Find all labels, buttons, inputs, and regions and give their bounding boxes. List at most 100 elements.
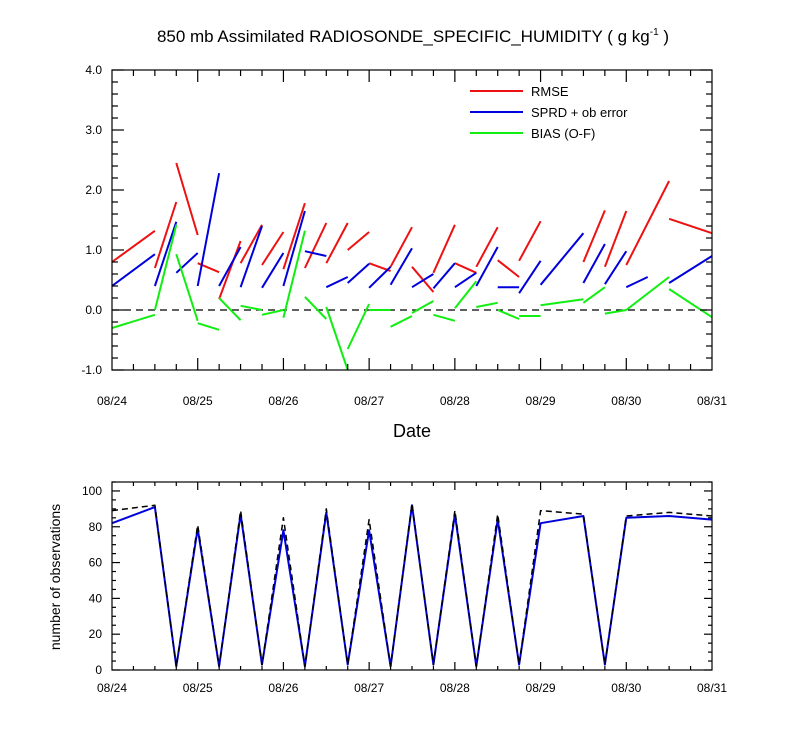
chart-title: 850 mb Assimilated RADIOSONDE_SPECIFIC_H… [157, 27, 669, 46]
bottom-y-tick-label: 0 [95, 663, 102, 677]
legend-label-0: RMSE [531, 84, 569, 99]
top-series-0-segment-16 [475, 226, 499, 268]
top-series-1-segment-1 [153, 221, 178, 287]
top-series-1-segment-2 [175, 252, 199, 274]
top-series-1-segment-16 [475, 246, 499, 287]
top-x-tick-label: 08/27 [354, 394, 384, 408]
bottom-x-tick-label: 08/27 [354, 681, 384, 695]
top-series-0-segment-17 [497, 259, 520, 278]
top-series-2-segment-2 [175, 253, 199, 322]
top-series-0-segment-15 [454, 262, 477, 274]
bottom-x-tick-label: 08/29 [526, 681, 556, 695]
top-series-1-segment-8 [304, 250, 327, 257]
top-series-2-segment-15 [454, 280, 478, 309]
bottom-series-1-segment-0 [111, 502, 713, 668]
top-y-tick-label: 3.0 [85, 123, 102, 137]
legend: RMSE SPRD + ob error BIAS (O-F) [470, 84, 628, 141]
top-y-tick-label: 2.0 [85, 183, 102, 197]
bottom-x-tick-label: 08/31 [697, 681, 727, 695]
top-series-0-segment-6 [261, 231, 285, 266]
top-series-2-segment-3 [197, 322, 220, 331]
top-y-tick-label: 4.0 [85, 63, 102, 77]
top-series-1-segment-23 [668, 255, 713, 284]
legend-label-1: SPRD + ob error [531, 105, 628, 120]
bottom-series-0-segment-0 [111, 504, 713, 668]
top-series-0-segment-2 [175, 162, 199, 236]
top-x-tick-label: 08/30 [611, 394, 641, 408]
top-series-2-segment-4 [218, 297, 242, 321]
top-series-2-segment-0 [111, 313, 156, 329]
bottom-x-tick-label: 08/24 [97, 681, 127, 695]
top-series-1-segment-5 [239, 225, 263, 288]
top-series-1-segment-22 [625, 276, 649, 289]
bottom-y-tick-label: 100 [82, 484, 102, 498]
top-series-0-segment-0 [111, 229, 156, 263]
bottom-x-tick-label: 08/28 [440, 681, 470, 695]
top-series-0-segment-8 [303, 222, 328, 269]
top-series-2-segment-6 [261, 309, 284, 316]
top-series-1-segment-4 [218, 246, 242, 287]
bottom-x-tick-label: 08/25 [183, 681, 213, 695]
top-series-2-segment-21 [604, 309, 627, 315]
top-series-1-segment-12 [389, 247, 413, 286]
top-series-2-segment-5 [240, 304, 263, 311]
top-series-2-segment-9 [325, 306, 349, 371]
top-series-0-segment-22 [668, 217, 713, 235]
top-series-1-segment-10 [347, 263, 370, 284]
top-series-2-segment-13 [411, 300, 434, 314]
top-series-0-segment-4 [218, 240, 242, 300]
top-series-2-segment-19 [540, 298, 584, 307]
x-axis-title: Date [393, 421, 431, 441]
top-series-0-segment-13 [411, 266, 435, 293]
top-series-1-segment-15 [454, 271, 477, 289]
top-series-0-segment-1 [153, 201, 178, 269]
top-series-2-segment-23 [668, 288, 713, 319]
bottom-y-axis-title: number of observations [47, 504, 63, 650]
top-series-0-segment-19 [582, 210, 606, 263]
top-x-tick-label: 08/26 [268, 394, 298, 408]
top-series-1-segment-0 [111, 253, 156, 287]
top-series-0-segment-20 [603, 210, 628, 268]
top-series-0-segment-10 [347, 231, 370, 251]
top-series-2-segment-7 [282, 230, 306, 319]
top-series-1-segment-18 [518, 260, 542, 294]
top-series-1-segment-7 [282, 210, 306, 287]
top-series-1-segment-6 [261, 252, 285, 289]
top-series-1-segment-11 [368, 266, 392, 289]
top-series-2-segment-1 [153, 224, 178, 311]
top-series-0-segment-9 [325, 222, 349, 264]
top-series-2-segment-14 [433, 313, 456, 322]
bottom-chart-panel: 08/24 08/25 08/26 08/27 08/28 08/29 08/30 08/31… [82, 481, 727, 695]
top-series-0-segment-14 [432, 224, 456, 274]
top-x-tick-label: 08/28 [440, 394, 470, 408]
bottom-y-tick-label: 60 [89, 556, 103, 570]
top-series-1-segment-14 [432, 262, 456, 290]
legend-label-2: BIAS (O-F) [531, 126, 595, 141]
top-x-tick-label: 08/24 [97, 394, 127, 408]
top-chart-panel: 08/24 08/25 08/26 08/27 08/28 08/29 08/30 08/31… [81, 63, 727, 408]
top-series-0-segment-18 [518, 220, 542, 262]
top-series-1-segment-19 [539, 232, 585, 286]
top-series-1-segment-13 [411, 273, 434, 289]
top-x-tick-label: 08/25 [183, 394, 213, 408]
top-y-tick-label: -1.0 [81, 363, 102, 377]
top-series-2-segment-8 [304, 296, 328, 320]
top-series-1-segment-9 [325, 276, 349, 289]
top-y-tick-label: 0.0 [85, 303, 102, 317]
bottom-y-tick-label: 80 [89, 520, 103, 534]
top-series-1-segment-3 [196, 173, 221, 287]
top-series-0-segment-5 [239, 224, 263, 264]
top-series-2-segment-22 [625, 276, 670, 311]
top-series-2-segment-16 [476, 301, 498, 308]
top-y-tick-label: 1.0 [85, 243, 102, 257]
top-series-1-segment-20 [582, 243, 606, 284]
bottom-x-tick-label: 08/26 [268, 681, 298, 695]
top-x-tick-label: 08/29 [526, 394, 556, 408]
bottom-x-tick-label: 08/30 [611, 681, 641, 695]
top-series-1-segment-21 [604, 250, 628, 285]
top-series-2-segment-17 [497, 309, 520, 320]
top-series-0-segment-7 [282, 202, 306, 270]
top-series-2-segment-12 [390, 315, 413, 328]
bottom-y-tick-label: 40 [89, 591, 103, 605]
